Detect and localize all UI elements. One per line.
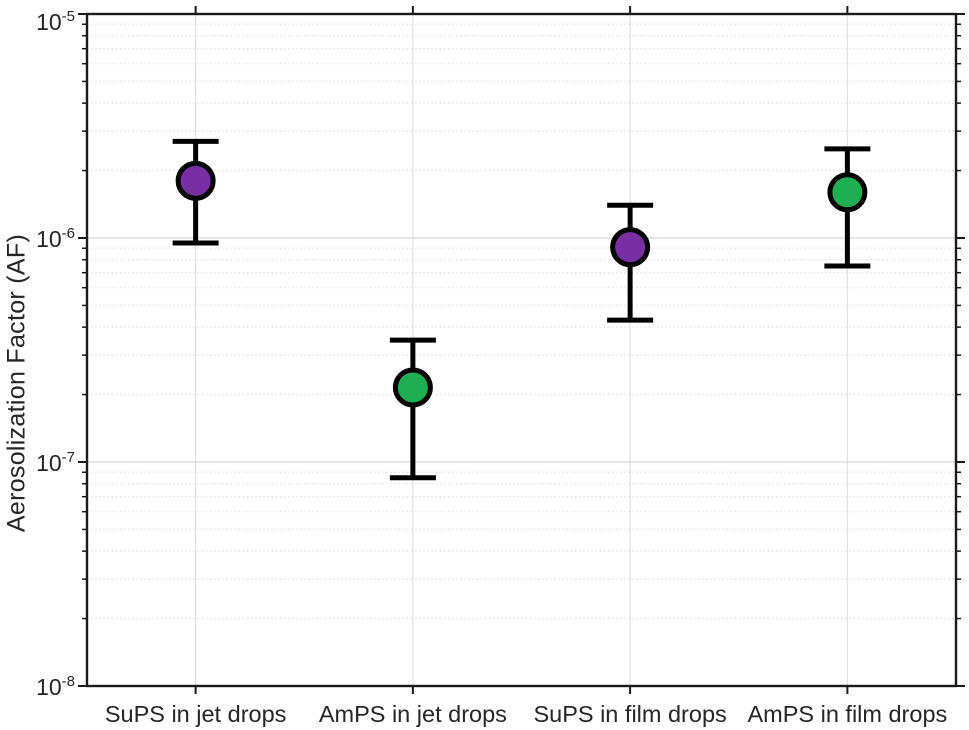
data-point-marker	[827, 172, 868, 213]
data-point-marker	[610, 227, 651, 268]
y-tick-label: 10-7	[36, 449, 75, 476]
y-axis-label: Aerosolization Factor (AF)	[2, 233, 31, 533]
data-point-marker	[175, 160, 216, 201]
x-category-label: SuPS in film drops	[533, 701, 726, 727]
axes-frame	[85, 12, 958, 688]
y-tick-label: 10-5	[36, 8, 75, 35]
y-tick-label: 10-8	[36, 673, 75, 700]
x-category-label: AmPS in film drops	[747, 701, 947, 727]
x-category-label: AmPS in jet drops	[319, 701, 507, 727]
data-point-marker	[392, 367, 433, 408]
x-category-label: SuPS in jet drops	[105, 701, 287, 727]
y-tick-label: 10-6	[36, 225, 75, 252]
